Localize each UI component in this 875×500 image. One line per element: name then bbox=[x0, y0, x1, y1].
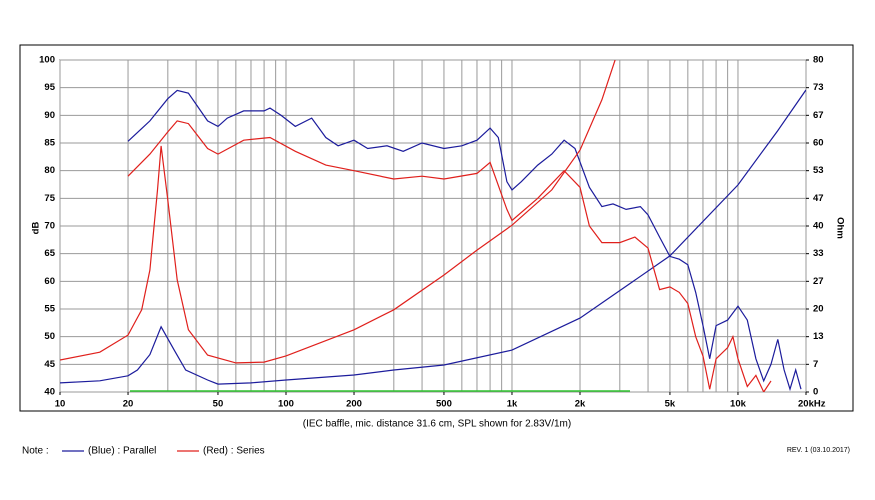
x-tick-label: 20kHz bbox=[798, 399, 826, 410]
y-tick-label: 55 bbox=[44, 304, 55, 315]
y2-tick-label: 27 bbox=[813, 276, 824, 287]
y2-tick-label: 20 bbox=[813, 304, 824, 315]
y2-tick-label: 60 bbox=[813, 138, 824, 149]
y2-tick-label: 0 bbox=[813, 387, 818, 398]
y2-tick-label: 80 bbox=[813, 55, 824, 66]
impedance-curve bbox=[60, 89, 806, 385]
y-tick-label: 60 bbox=[44, 276, 55, 287]
y-tick-label: 85 bbox=[44, 138, 55, 149]
y2-tick-label: 33 bbox=[813, 248, 824, 259]
y-tick-label: 90 bbox=[44, 110, 55, 121]
y-tick-label: 50 bbox=[44, 331, 55, 342]
x-tick-label: 1k bbox=[507, 399, 518, 410]
x-tick-label: 500 bbox=[436, 399, 452, 410]
y2-tick-label: 13 bbox=[813, 331, 824, 342]
x-tick-label: 10k bbox=[730, 399, 747, 410]
y2-tick-label: 40 bbox=[813, 221, 824, 232]
x-tick-label: 100 bbox=[278, 399, 294, 410]
y2-tick-label: 7 bbox=[813, 359, 818, 370]
x-tick-label: 2k bbox=[575, 399, 586, 410]
y-tick-label: 95 bbox=[44, 82, 55, 93]
y-tick-label: 45 bbox=[44, 359, 55, 370]
frame bbox=[19, 44, 854, 412]
spl-curve bbox=[127, 89, 802, 392]
x-tick-label: 5k bbox=[665, 399, 676, 410]
x-tick-label: 20 bbox=[123, 399, 134, 410]
legend-entry: (Blue) : Parallel bbox=[88, 446, 156, 457]
legend-entry: (Red) : Series bbox=[203, 446, 265, 457]
y2-tick-label: 47 bbox=[813, 193, 824, 204]
y2-tick-label: 67 bbox=[813, 110, 824, 121]
y2-tick-label: 73 bbox=[813, 82, 824, 93]
y-tick-label: 65 bbox=[44, 248, 55, 259]
y-tick-label: 70 bbox=[44, 221, 55, 232]
y-tick-label: 80 bbox=[44, 165, 55, 176]
impedance-curve bbox=[60, 60, 616, 364]
caption: (IEC baffle, mic. distance 31.6 cm, SPL … bbox=[303, 419, 571, 430]
y-axis-label: dB bbox=[31, 222, 42, 235]
y-tick-label: 40 bbox=[44, 387, 55, 398]
spl-curve bbox=[127, 120, 772, 392]
y-tick-label: 75 bbox=[44, 193, 55, 204]
y-tick-label: 100 bbox=[39, 55, 55, 66]
x-tick-label: 10 bbox=[55, 399, 66, 410]
legend-title: Note : bbox=[22, 446, 49, 457]
x-tick-label: 50 bbox=[213, 399, 224, 410]
revision: REV. 1 (03.10.2017) bbox=[787, 447, 850, 454]
y2-tick-label: 53 bbox=[813, 165, 824, 176]
x-tick-label: 200 bbox=[346, 399, 362, 410]
y2-axis-label: Ohm bbox=[834, 217, 845, 239]
